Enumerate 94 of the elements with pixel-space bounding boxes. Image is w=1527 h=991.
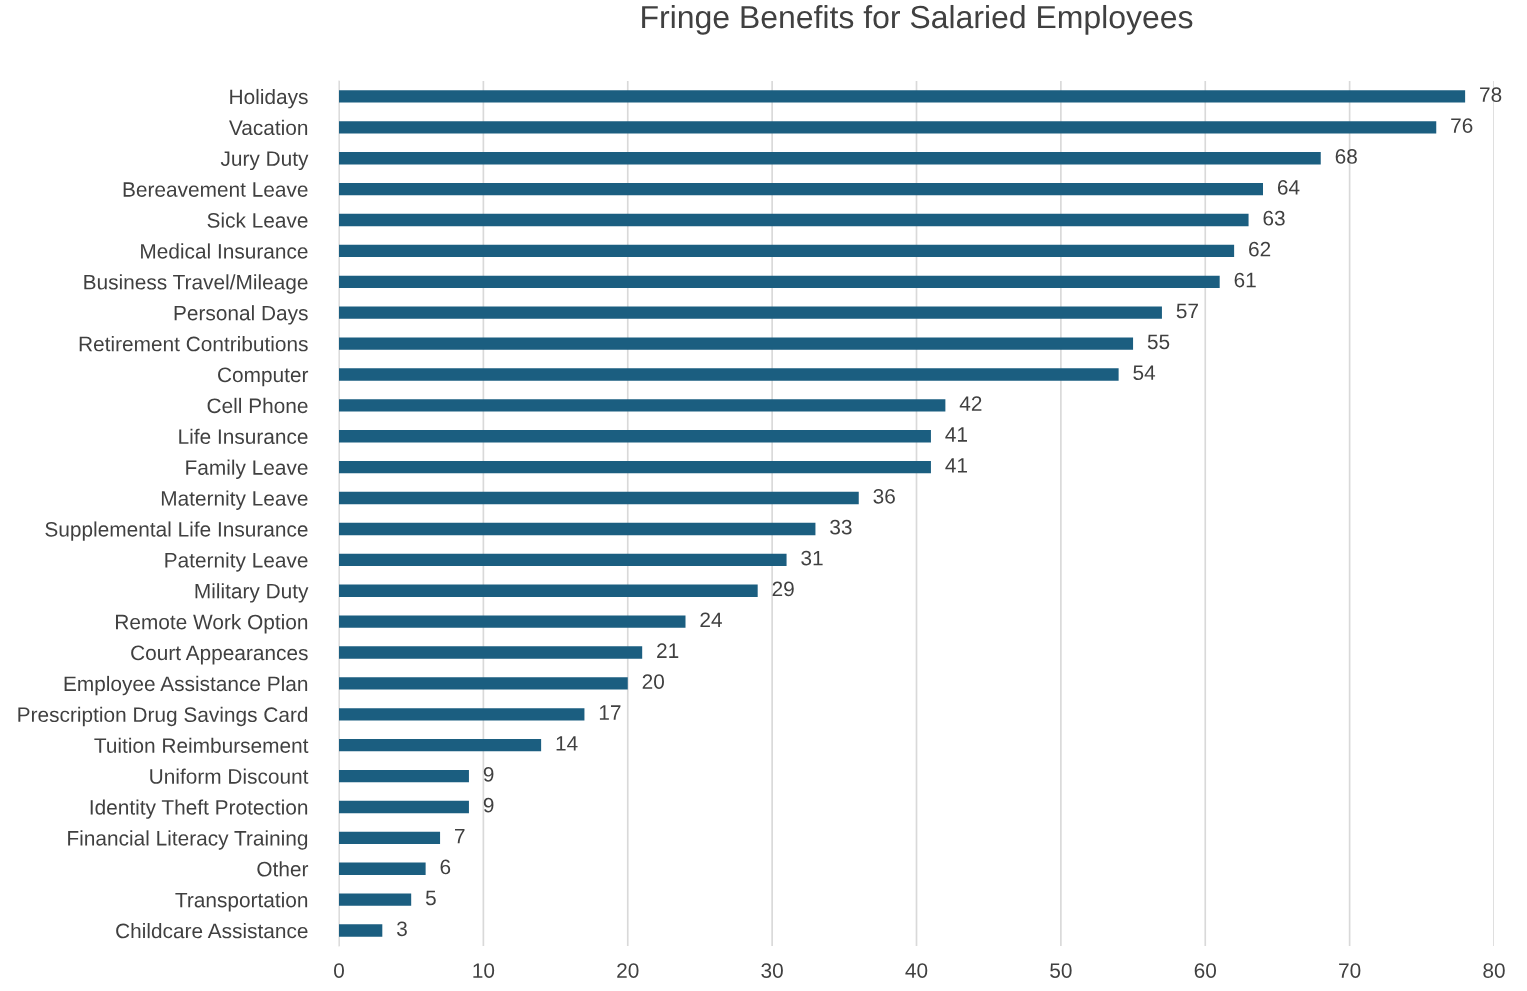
data-label: 62 <box>1249 241 1271 257</box>
y-tick-label: Cell Phone <box>207 397 308 414</box>
y-tick-label: Remote Work Option <box>116 614 308 634</box>
y-tick-label: Childcare Assistance <box>116 923 308 939</box>
x-tick-label: 80 <box>1483 963 1505 978</box>
data-label: 33 <box>830 519 852 535</box>
bar <box>339 522 816 536</box>
x-tick-label: 30 <box>761 963 783 978</box>
data-label: 41 <box>945 427 967 442</box>
data-label: 64 <box>1277 179 1300 195</box>
y-tick-label: Computer <box>218 367 309 387</box>
y-tick-label: Holidays <box>230 88 308 109</box>
data-label: 20 <box>642 674 664 689</box>
y-tick-label: Retirement Contributions <box>79 336 308 352</box>
y-tick-label: Family Leave <box>186 459 308 480</box>
y-tick-label: Military Duty <box>195 583 309 603</box>
data-label: 6 <box>440 859 451 875</box>
data-label: 17 <box>599 705 621 720</box>
data-label: 31 <box>801 550 823 566</box>
bar <box>339 152 1321 165</box>
data-label: 24 <box>700 612 722 628</box>
bar <box>339 368 1119 381</box>
bar <box>339 769 469 783</box>
bar <box>339 90 1466 103</box>
data-label: 36 <box>873 488 895 504</box>
bar <box>339 306 1162 319</box>
bar <box>339 553 787 567</box>
bar <box>339 460 931 474</box>
bar <box>339 491 859 505</box>
y-tick-label: Supplemental Life Insurance <box>45 521 308 541</box>
bar <box>339 244 1235 258</box>
y-tick-label: Other <box>257 861 309 877</box>
data-label: 41 <box>945 458 967 473</box>
data-label: 3 <box>397 921 407 937</box>
y-tick-label: Financial Literacy Training <box>68 830 308 850</box>
x-tick-label: 60 <box>1194 963 1217 978</box>
bar <box>339 121 1437 134</box>
data-label: 42 <box>959 396 982 411</box>
bar <box>339 275 1220 288</box>
x-tick-label: 70 <box>1339 963 1361 978</box>
y-tick-label: Tuition Reimbursement <box>94 737 309 753</box>
y-tick-label: Personal Days <box>174 305 308 325</box>
bar <box>339 646 643 659</box>
y-tick-label: Life Insurance <box>179 428 308 445</box>
bar <box>339 584 758 597</box>
y-tick-label: Jury Duty <box>220 151 309 171</box>
y-tick-label: Prescription Drug Savings Card <box>18 706 308 727</box>
y-tick-label: Court Appearances <box>131 645 308 665</box>
x-tick-label: 0 <box>334 963 344 978</box>
data-label: 55 <box>1147 334 1170 350</box>
y-tick-label: Uniform Discount <box>150 768 309 784</box>
data-label: 61 <box>1234 272 1256 288</box>
bar <box>339 615 686 628</box>
y-tick-label: Sick Leave <box>207 212 308 228</box>
x-tick-label: 40 <box>905 963 928 978</box>
y-tick-label: Employee Assistance Plan <box>64 675 308 696</box>
bar <box>339 213 1249 227</box>
data-label: 9 <box>483 766 494 782</box>
chart-title: Fringe Benefits for Salaried Employees <box>642 4 1193 35</box>
bar <box>339 739 542 752</box>
data-label: 68 <box>1335 149 1357 164</box>
y-tick-label: Identity Theft Protection <box>90 799 308 819</box>
bar <box>339 430 931 443</box>
data-label: 76 <box>1451 118 1473 133</box>
bar <box>339 924 383 937</box>
y-tick-label: Business Travel/Mileage <box>84 274 308 294</box>
data-label: 78 <box>1480 87 1502 103</box>
bar <box>339 831 441 845</box>
data-label: 57 <box>1176 303 1198 319</box>
bar <box>339 677 628 690</box>
bar <box>339 800 469 814</box>
bar <box>339 182 1263 196</box>
data-label: 21 <box>657 643 679 658</box>
bar <box>339 337 1134 350</box>
bar <box>339 862 426 875</box>
bar <box>339 399 946 412</box>
data-label: 7 <box>455 828 465 844</box>
x-tick-label: 10 <box>473 963 495 978</box>
data-label: 14 <box>556 736 578 751</box>
y-tick-label: Transportation <box>175 892 308 912</box>
data-label: 5 <box>425 890 436 906</box>
data-label: 9 <box>483 797 494 813</box>
data-label: 29 <box>772 581 794 597</box>
data-label: 54 <box>1133 365 1156 381</box>
y-tick-label: Vacation <box>229 119 308 136</box>
data-label: 63 <box>1263 210 1285 226</box>
y-tick-label: Paternity Leave <box>165 552 308 572</box>
bar <box>339 893 412 906</box>
x-tick-label: 50 <box>1050 963 1072 978</box>
y-tick-label: Maternity Leave <box>161 490 308 510</box>
y-tick-label: Bereavement Leave <box>123 182 308 197</box>
x-tick-label: 20 <box>617 963 639 978</box>
y-tick-label: Medical Insurance <box>141 243 308 259</box>
bar <box>339 708 585 721</box>
